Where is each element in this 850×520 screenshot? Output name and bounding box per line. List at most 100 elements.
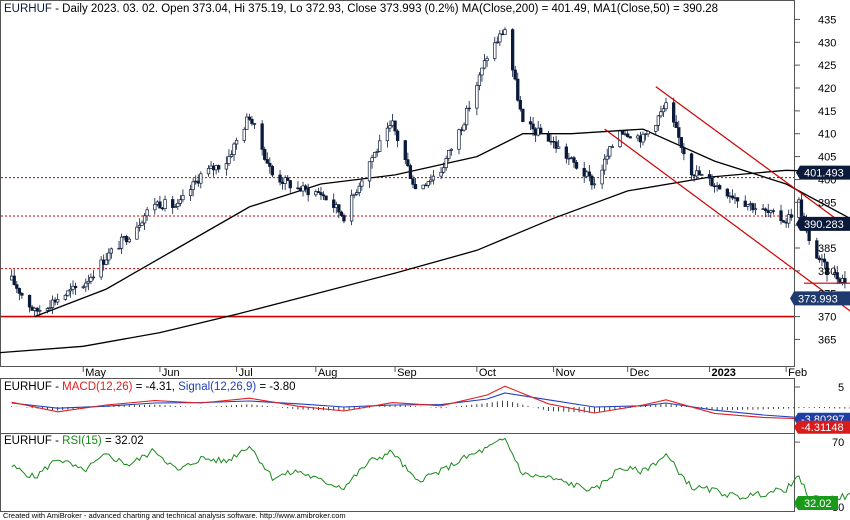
candle-body <box>710 177 714 187</box>
candle-body <box>35 307 39 312</box>
candle-body <box>700 174 704 176</box>
candle-body <box>646 131 650 135</box>
candle-body <box>278 174 282 183</box>
candle-body <box>564 146 568 159</box>
candle-body <box>516 78 520 101</box>
candle-body <box>314 191 318 196</box>
rsi-title-main: RSI(15) <box>62 435 102 447</box>
candle-body <box>229 154 234 157</box>
rsi-line <box>11 437 850 503</box>
macd-title: EURHUF - MACD(12,26) = -4.31, Signal(12,… <box>4 381 296 393</box>
candle-body <box>789 214 793 218</box>
price-badge-label-2: 373.993 <box>798 293 838 305</box>
x-tick-label: Jul <box>239 367 253 379</box>
candle-body <box>574 162 579 169</box>
price-badge-label-0: 401.493 <box>804 168 844 180</box>
candle-body <box>608 146 612 157</box>
footer-credit: Created with AmiBroker - advanced charti… <box>3 511 346 520</box>
candle-body <box>735 197 740 202</box>
x-tick-label: Dec <box>630 367 650 379</box>
candle-body <box>265 159 269 164</box>
candle-body <box>91 276 96 279</box>
trend-line-0 <box>655 86 850 230</box>
candle-body <box>672 102 676 123</box>
candle-body <box>188 189 193 196</box>
rsi-pane-frame <box>0 433 795 512</box>
candle-body <box>142 215 147 224</box>
rsi-title-prefix: EURHUF - <box>4 435 62 447</box>
candle-body <box>250 118 254 124</box>
candle-body <box>245 116 249 130</box>
candle-body <box>513 69 517 80</box>
candle-body <box>372 151 377 159</box>
candle-body <box>337 204 341 213</box>
candle-body <box>17 288 21 294</box>
candle-body <box>457 129 461 150</box>
x-tick-label: 2023 <box>711 367 735 379</box>
candle-body <box>224 163 229 170</box>
macd-line <box>11 385 850 424</box>
x-tick-label: Oct <box>479 367 496 379</box>
candle-body <box>349 194 354 222</box>
candle-body <box>48 307 52 309</box>
candle-body <box>467 107 471 110</box>
candle-body <box>38 310 42 312</box>
candle-body <box>242 128 246 141</box>
x-axis: MayJunJulAugSepOctNovDec2023FebMar <box>0 366 807 379</box>
candle-body <box>50 299 55 308</box>
candle-body <box>697 170 701 176</box>
candle-body <box>66 290 70 296</box>
price-tick-label: 430 <box>818 37 836 49</box>
price-tick-label: 420 <box>818 83 836 95</box>
candle-body <box>217 165 221 170</box>
price-title-symbol: EURHUF <box>4 3 52 15</box>
rsi-tick-label: 70 <box>832 437 844 449</box>
candle-body <box>787 214 791 224</box>
price-tick-label: 415 <box>818 106 836 118</box>
candle-body <box>495 41 499 44</box>
candle-body <box>572 157 576 163</box>
candle-body <box>117 247 121 250</box>
candle-body <box>153 204 157 211</box>
candle-body <box>510 29 515 71</box>
candle-body <box>643 133 648 136</box>
candle-body <box>406 159 410 167</box>
candle-body <box>81 286 85 289</box>
candle-body <box>751 203 755 211</box>
candle-body <box>746 204 750 207</box>
candle-body <box>367 161 372 182</box>
candle-body <box>600 169 604 185</box>
candle-body <box>539 127 543 135</box>
signal-line <box>11 392 850 422</box>
rsi-badge-label-0: 32.02 <box>804 498 832 510</box>
candle-body <box>127 238 131 243</box>
price-tick-label: 365 <box>818 334 836 346</box>
candle-body <box>324 195 328 201</box>
candle-body <box>480 67 484 76</box>
candle-body <box>385 127 390 142</box>
candle-body <box>707 174 712 179</box>
candle-body <box>482 60 487 69</box>
candle-body <box>628 136 632 139</box>
price-value-badges: 401.493 390.283 373.993 <box>790 165 850 306</box>
price-tick-label: 370 <box>818 312 836 324</box>
candle-body <box>260 123 264 150</box>
candle-body <box>173 206 177 208</box>
ma200-line <box>0 169 850 354</box>
moving-averages <box>0 128 850 354</box>
candle-body <box>626 133 630 138</box>
candle-body <box>137 225 142 228</box>
candle-body <box>677 127 681 138</box>
candle-body <box>176 202 180 207</box>
candle-body <box>779 210 783 222</box>
candle-body <box>603 158 607 171</box>
price-tick-label: 405 <box>818 152 836 164</box>
candle-body <box>395 130 400 141</box>
candle-body <box>375 151 379 153</box>
candle-body <box>464 108 469 126</box>
x-tick-label: Sep <box>397 367 417 379</box>
candle-body <box>674 121 678 128</box>
macd-title-prefix: EURHUF - <box>4 381 62 393</box>
candle-body <box>485 58 489 61</box>
